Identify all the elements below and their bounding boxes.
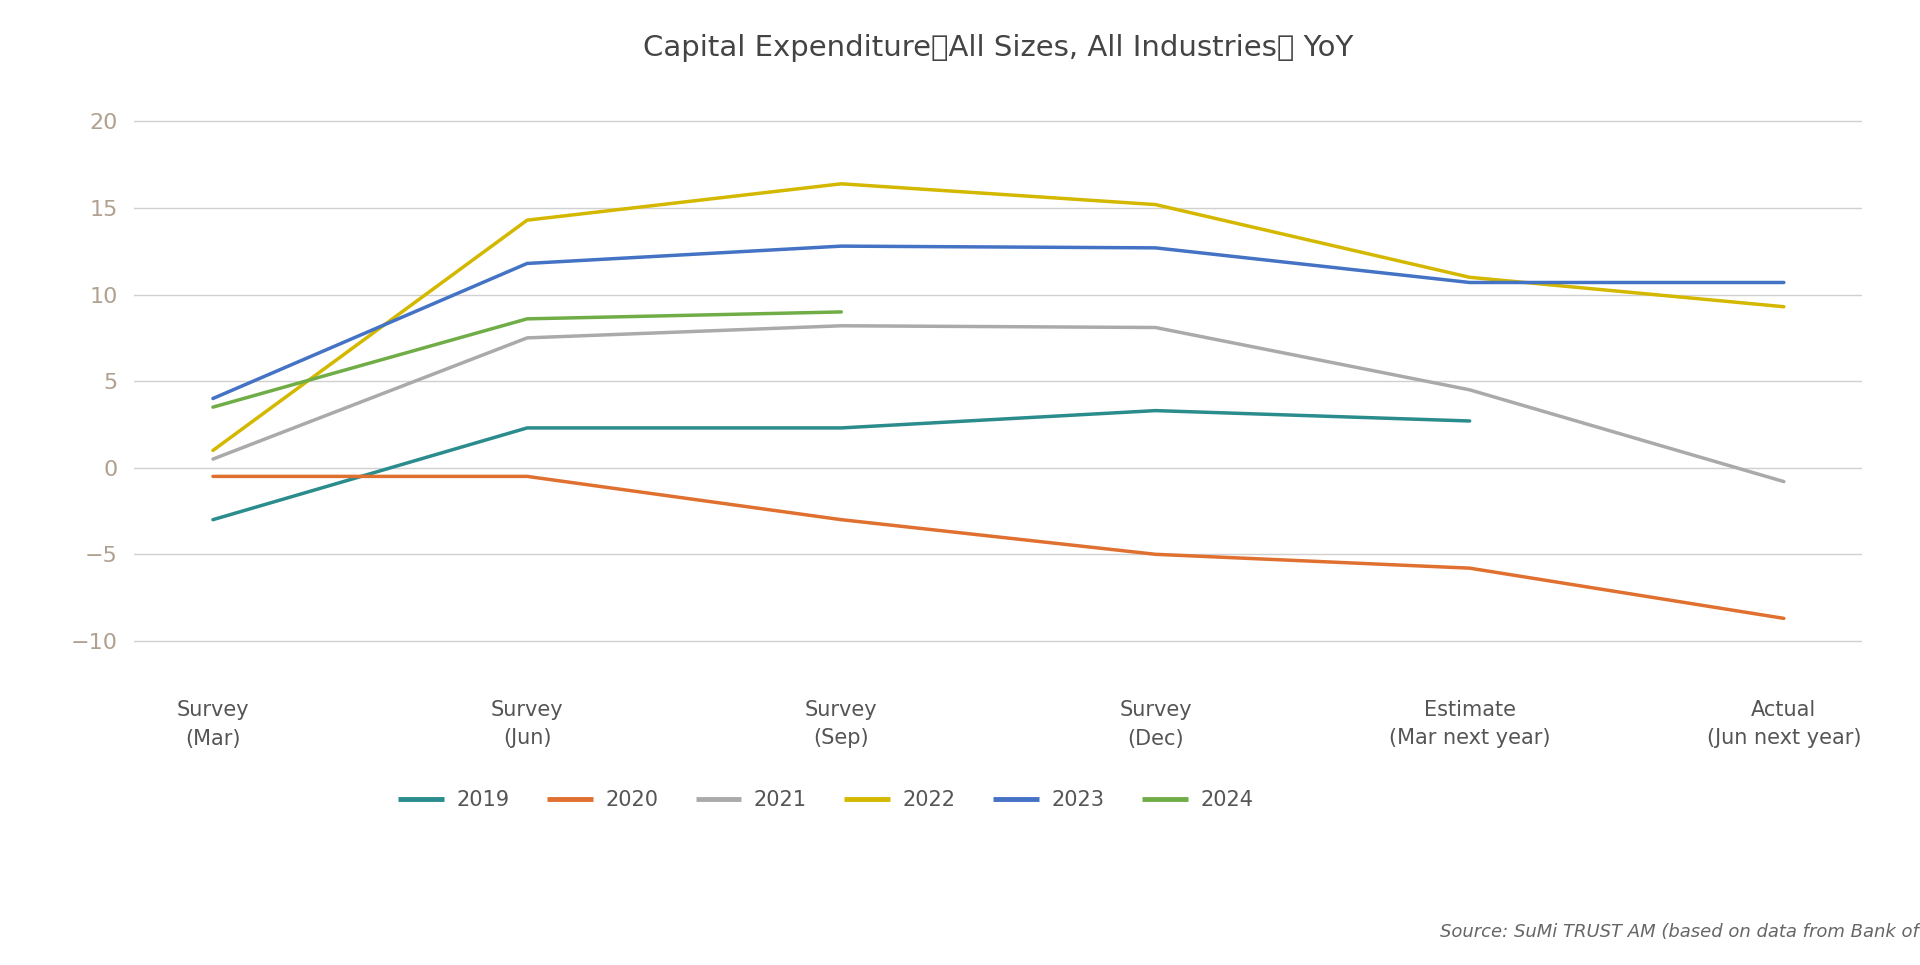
2023 xyxy=(1457,277,1480,289)
2020 xyxy=(1772,613,1795,624)
2019 xyxy=(516,422,540,433)
2021 xyxy=(202,454,225,465)
2021 xyxy=(1457,384,1480,396)
2022 xyxy=(202,445,225,456)
2021 xyxy=(1772,476,1795,487)
2023 xyxy=(829,240,852,252)
2022 xyxy=(516,214,540,226)
2020 xyxy=(1457,563,1480,574)
2019 xyxy=(202,514,225,526)
Text: Source: SuMi TRUST AM (based on data from Bank of Japan): Source: SuMi TRUST AM (based on data fro… xyxy=(1440,923,1920,941)
Line: 2024: 2024 xyxy=(213,312,841,407)
2020 xyxy=(829,514,852,526)
Line: 2022: 2022 xyxy=(213,183,1784,451)
Title: Capital Expenditure（All Sizes, All Industries） YoY: Capital Expenditure（All Sizes, All Indus… xyxy=(643,35,1354,63)
Line: 2019: 2019 xyxy=(213,411,1469,520)
Line: 2020: 2020 xyxy=(213,477,1784,619)
2019 xyxy=(1457,415,1480,427)
2022 xyxy=(1144,199,1167,210)
2022 xyxy=(1772,301,1795,313)
2019 xyxy=(1144,405,1167,417)
Line: 2023: 2023 xyxy=(213,246,1784,399)
2024 xyxy=(202,401,225,413)
Legend: 2019, 2020, 2021, 2022, 2023, 2024: 2019, 2020, 2021, 2022, 2023, 2024 xyxy=(390,782,1261,818)
2023 xyxy=(1144,242,1167,254)
2024 xyxy=(829,306,852,317)
2021 xyxy=(1144,321,1167,333)
2019 xyxy=(829,422,852,433)
2020 xyxy=(1144,548,1167,560)
2021 xyxy=(516,332,540,344)
2020 xyxy=(202,471,225,482)
2024 xyxy=(516,313,540,324)
Line: 2021: 2021 xyxy=(213,326,1784,482)
2022 xyxy=(1457,271,1480,283)
2021 xyxy=(829,320,852,332)
2020 xyxy=(516,471,540,482)
2022 xyxy=(829,178,852,189)
2023 xyxy=(1772,277,1795,289)
2023 xyxy=(516,258,540,269)
2023 xyxy=(202,393,225,404)
